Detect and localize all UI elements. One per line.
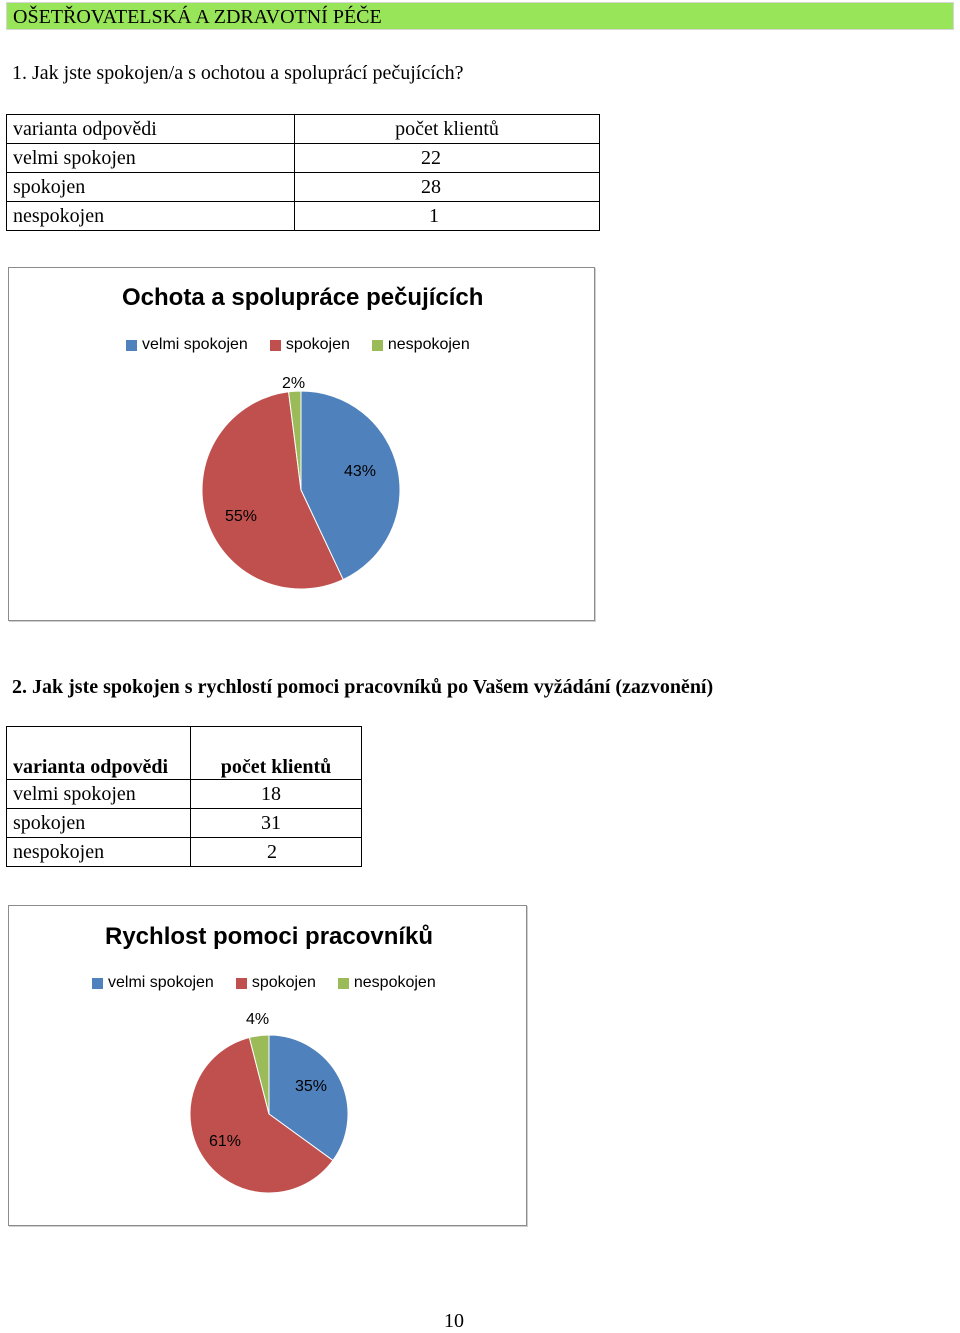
- table-q1: varianta odpovědi počet klientů velmi sp…: [6, 114, 600, 231]
- table-header-row: varianta odpovědi počet klientů: [6, 726, 362, 780]
- table-cell-label: spokojen: [6, 808, 191, 838]
- legend-item: spokojen: [269, 336, 350, 354]
- section-banner: OŠETŘOVATELSKÁ A ZDRAVOTNÍ PÉČE: [6, 2, 954, 30]
- table-cell-label: spokojen: [6, 172, 295, 202]
- legend-item: nespokojen: [371, 336, 470, 354]
- pie-slice-nespokojen: [248, 1034, 270, 1115]
- question-2: 2. Jak jste spokojen s rychlostí pomoci …: [12, 676, 714, 698]
- table-q2: varianta odpovědi počet klientů velmi sp…: [6, 726, 362, 867]
- data-label: 35%: [295, 1078, 328, 1095]
- legend-label: spokojen: [285, 336, 350, 353]
- pie-slice-nespokojen: [288, 390, 302, 491]
- table-cell-label: nespokojen: [6, 201, 295, 231]
- table-cell-value: 2: [190, 837, 362, 867]
- table-row: velmi spokojen 22: [6, 143, 600, 173]
- legend-item: nespokojen: [337, 974, 436, 992]
- legend-swatch: [126, 339, 137, 351]
- table-cell-value: 28: [294, 172, 600, 202]
- table-row: nespokojen 1: [6, 201, 600, 231]
- table-cell-label: nespokojen: [6, 837, 191, 867]
- header-cell-count: počet klientů: [190, 726, 362, 780]
- pie-slice-velmi-spokojen: [268, 1034, 349, 1162]
- pie-chart: [201, 390, 401, 590]
- question-1: 1. Jak jste spokojen/a s ochotou a spolu…: [12, 62, 464, 84]
- legend-label: velmi spokojen: [142, 336, 248, 353]
- header-cell-variant: varianta odpovědi: [6, 114, 295, 144]
- table-cell-label: velmi spokojen: [6, 779, 191, 809]
- legend-swatch: [269, 339, 281, 351]
- legend-swatch: [371, 339, 383, 351]
- header-cell-count: počet klientů: [294, 114, 600, 144]
- table-cell-label: velmi spokojen: [6, 143, 295, 173]
- chart-legend: velmi spokojen spokojen nespokojen: [92, 974, 458, 992]
- data-label: 2%: [282, 375, 306, 392]
- data-label: 4%: [246, 1011, 270, 1028]
- legend-label: velmi spokojen: [108, 974, 214, 991]
- table-cell-value: 1: [294, 201, 600, 231]
- header-cell-variant: varianta odpovědi: [6, 726, 191, 780]
- chart-title: Ochota a spolupráce pečujících: [122, 284, 484, 311]
- page-number: 10: [444, 1310, 464, 1332]
- legend-item: spokojen: [235, 974, 316, 992]
- table-cell-value: 22: [294, 143, 600, 173]
- pie-slice-spokojen: [189, 1036, 334, 1194]
- table-row: spokojen 28: [6, 172, 600, 202]
- legend-label: spokojen: [251, 974, 316, 991]
- section-title: OŠETŘOVATELSKÁ A ZDRAVOTNÍ PÉČE: [13, 6, 382, 28]
- pie-chart: [189, 1034, 349, 1194]
- chart-title: Rychlost pomoci pracovníků: [105, 923, 434, 950]
- data-label: 55%: [225, 508, 258, 525]
- chart-box-1: Ochota a spolupráce pečujících velmi spo…: [8, 267, 595, 621]
- table-row: velmi spokojen 18: [6, 779, 362, 809]
- legend-swatch: [235, 977, 247, 989]
- data-label: 61%: [209, 1133, 242, 1150]
- pie-slice-spokojen: [201, 391, 344, 590]
- legend-swatch: [92, 977, 103, 989]
- table-header-row: varianta odpovědi počet klientů: [6, 114, 600, 144]
- legend-item: velmi spokojen: [92, 974, 214, 992]
- data-label: 43%: [344, 463, 377, 480]
- table-cell-value: 18: [190, 779, 362, 809]
- table-cell-value: 31: [190, 808, 362, 838]
- table-row: nespokojen 2: [6, 837, 362, 867]
- chart-legend: velmi spokojen spokojen nespokojen: [126, 336, 492, 354]
- legend-swatch: [337, 977, 349, 989]
- table-row: spokojen 31: [6, 808, 362, 838]
- pie-slice-velmi-spokojen: [300, 390, 401, 581]
- legend-label: nespokojen: [387, 336, 470, 353]
- legend-label: nespokojen: [353, 974, 436, 991]
- legend-item: velmi spokojen: [126, 336, 248, 354]
- chart-box-2: Rychlost pomoci pracovníků velmi spokoje…: [8, 905, 527, 1226]
